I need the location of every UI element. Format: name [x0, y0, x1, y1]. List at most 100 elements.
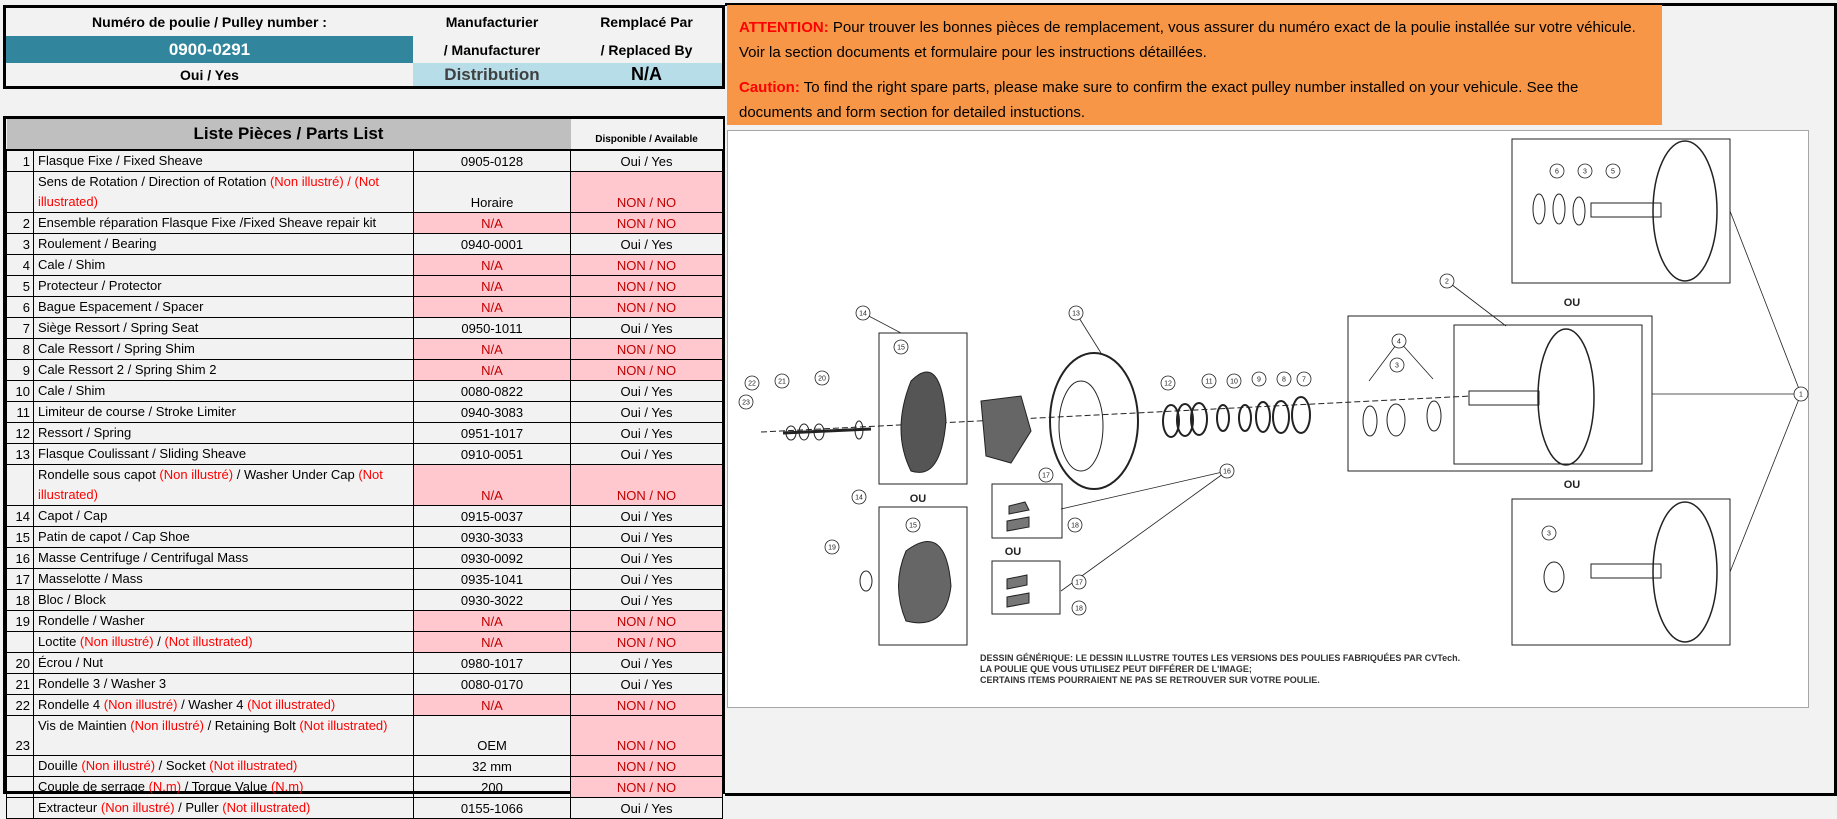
- description-text: Capot / Cap: [38, 508, 108, 523]
- part-number[interactable]: 0980-1017: [412, 652, 572, 674]
- part-number[interactable]: 0930-3033: [412, 526, 572, 548]
- description-text: Bague Espacement / Spacer: [38, 299, 204, 314]
- part-number[interactable]: N/A: [412, 212, 572, 234]
- part-number[interactable]: 0930-3022: [412, 589, 572, 611]
- part-number-index: 3: [6, 233, 34, 255]
- part-number[interactable]: 0935-1041: [412, 568, 572, 590]
- availability-status: NON / NO: [570, 694, 724, 716]
- part-number[interactable]: 0950-1011: [412, 317, 572, 339]
- part-number[interactable]: 0930-0092: [412, 547, 572, 569]
- part-number[interactable]: OEM: [412, 715, 572, 756]
- not-illustrated-note: (Non illustré): [159, 467, 234, 482]
- part-number-index: 11: [6, 401, 34, 423]
- callout-number: 18: [1071, 523, 1079, 530]
- warning-fr-text: Pour trouver les bonnes pièces de rempla…: [739, 19, 1636, 61]
- callout-number: 6: [1555, 169, 1559, 176]
- availability-status: Oui / Yes: [570, 505, 724, 527]
- table-row: 4 Cale / Shim N/A NON / NO: [6, 254, 724, 276]
- fixed-sheave-box: [1453, 324, 1643, 465]
- table-row: 1 Flasque Fixe / Fixed Sheave 0905-0128 Oui…: [6, 149, 724, 172]
- table-row: 16 Masse Centrifuge / Centrifugal Mass 093…: [6, 547, 724, 569]
- part-description: Rondelle 4 (Non illustré) / Washer 4 (No…: [33, 694, 414, 716]
- callout-number: 2: [1445, 279, 1449, 286]
- part-number[interactable]: N/A: [412, 296, 572, 318]
- part-number[interactable]: N/A: [412, 610, 572, 632]
- callout-circle: [1071, 574, 1087, 590]
- callout-number: 13: [1072, 311, 1080, 318]
- description-text: Cale / Shim: [38, 383, 106, 398]
- part-number[interactable]: 32 mm: [412, 755, 572, 777]
- part-number[interactable]: 0080-0822: [412, 380, 572, 402]
- callout-number: 15: [909, 523, 917, 530]
- part-number[interactable]: 0080-0170: [412, 673, 572, 695]
- part-description: Flasque Coulissant / Sliding Sheave: [33, 443, 414, 465]
- part-number[interactable]: 0905-0128: [412, 149, 572, 172]
- callout-circle: [1038, 467, 1054, 483]
- description-text: / Socket: [155, 758, 210, 773]
- table-row: 6 Bague Espacement / Spacer N/A NON / NO: [6, 296, 724, 318]
- part-number-index: 5: [6, 275, 34, 297]
- part-number[interactable]: N/A: [412, 694, 572, 716]
- description-text: / Washer 4: [177, 697, 248, 712]
- part-number-index: 16: [6, 547, 34, 569]
- description-text: Ensemble réparation Flasque Fixe /Fixed …: [38, 215, 377, 230]
- part-description: Roulement / Bearing: [33, 233, 414, 255]
- part-number[interactable]: 0915-0037: [412, 505, 572, 527]
- description-text: Ressort / Spring: [38, 425, 132, 440]
- part-number[interactable]: N/A: [412, 338, 572, 360]
- part-number[interactable]: 0155-1066: [412, 797, 572, 819]
- part-number[interactable]: 0940-0001: [412, 233, 572, 255]
- part-number[interactable]: N/A: [412, 275, 572, 297]
- part-number[interactable]: 200: [412, 776, 572, 798]
- part-number[interactable]: N/A: [412, 631, 572, 653]
- part-description: Rondelle sous capot (Non illustré) / Was…: [33, 464, 414, 506]
- part-number-index: [6, 755, 34, 777]
- availability-status: Oui / Yes: [570, 797, 724, 819]
- callout-circle: [1067, 517, 1083, 533]
- part-number-index: 8: [6, 338, 34, 360]
- part-number[interactable]: N/A: [412, 254, 572, 276]
- part-description: Capot / Cap: [33, 505, 414, 527]
- callout-circle: [905, 517, 921, 533]
- table-row: 22 Rondelle 4 (Non illustré) / Washer 4 (…: [6, 694, 724, 716]
- table-row: Couple de serrage (N.m) / Torque Value (…: [6, 776, 724, 798]
- part-number[interactable]: 0910-0051: [412, 443, 572, 465]
- parts-list-table: Liste Pièces / Parts List Disponible / A…: [3, 116, 725, 819]
- table-row: Douille (Non illustré) / Socket (Not ill…: [6, 755, 724, 777]
- callout-number: 3: [1583, 169, 1587, 176]
- callout-number: 19: [828, 545, 836, 552]
- description-text: Flasque Coulissant / Sliding Sheave: [38, 446, 247, 461]
- callout-circle: [1219, 463, 1235, 479]
- part-number[interactable]: Horaire: [412, 171, 572, 213]
- table-row: 15 Patin de capot / Cap Shoe 0930-3033 Oui …: [6, 526, 724, 548]
- availability-status: Oui / Yes: [570, 149, 724, 172]
- availability-status: NON / NO: [570, 715, 724, 756]
- part-number[interactable]: N/A: [412, 359, 572, 381]
- description-text: Cale Ressort / Spring Shim: [38, 341, 195, 356]
- warning-fr-label: ATTENTION:: [739, 19, 829, 36]
- part-number[interactable]: 0951-1017: [412, 422, 572, 444]
- callout-number: 9: [1257, 377, 1261, 384]
- part-number[interactable]: N/A: [412, 464, 572, 506]
- callout-circle: [1201, 373, 1217, 389]
- table-row: 20 Écrou / Nut 0980-1017 Oui / Yes: [6, 652, 724, 674]
- pulley-number-value[interactable]: 0900-0291: [6, 36, 413, 63]
- callout-number: 14: [855, 495, 863, 502]
- description-text: Couple de serrage: [38, 779, 149, 794]
- border: [1834, 5, 1837, 796]
- part-number-index: 1: [6, 149, 34, 172]
- table-row: 9 Cale Ressort 2 / Spring Shim 2 N/A NON / …: [6, 359, 724, 381]
- exploded-pulley-diagram: 1 2 3 4 3 5 6 7 8 9 10 11 12 13 14 15 14 15 16 17 18 17 18 19 20…: [727, 130, 1809, 708]
- description-text: Douille: [38, 758, 82, 773]
- part-description: Cale / Shim: [33, 380, 414, 402]
- part-description: Masse Centrifuge / Centrifugal Mass: [33, 547, 414, 569]
- cap-box-bottom: [878, 506, 968, 646]
- part-number-index: 14: [6, 505, 34, 527]
- part-number-index: 10: [6, 380, 34, 402]
- part-number[interactable]: 0940-3083: [412, 401, 572, 423]
- or-label: OU: [910, 493, 927, 505]
- diagram-caption-line-1: DESSIN GÉNÉRIQUE: LE DESSIN ILLUSTRE TOU…: [980, 653, 1460, 663]
- part-number-index: 6: [6, 296, 34, 318]
- availability-status: Oui / Yes: [570, 233, 724, 255]
